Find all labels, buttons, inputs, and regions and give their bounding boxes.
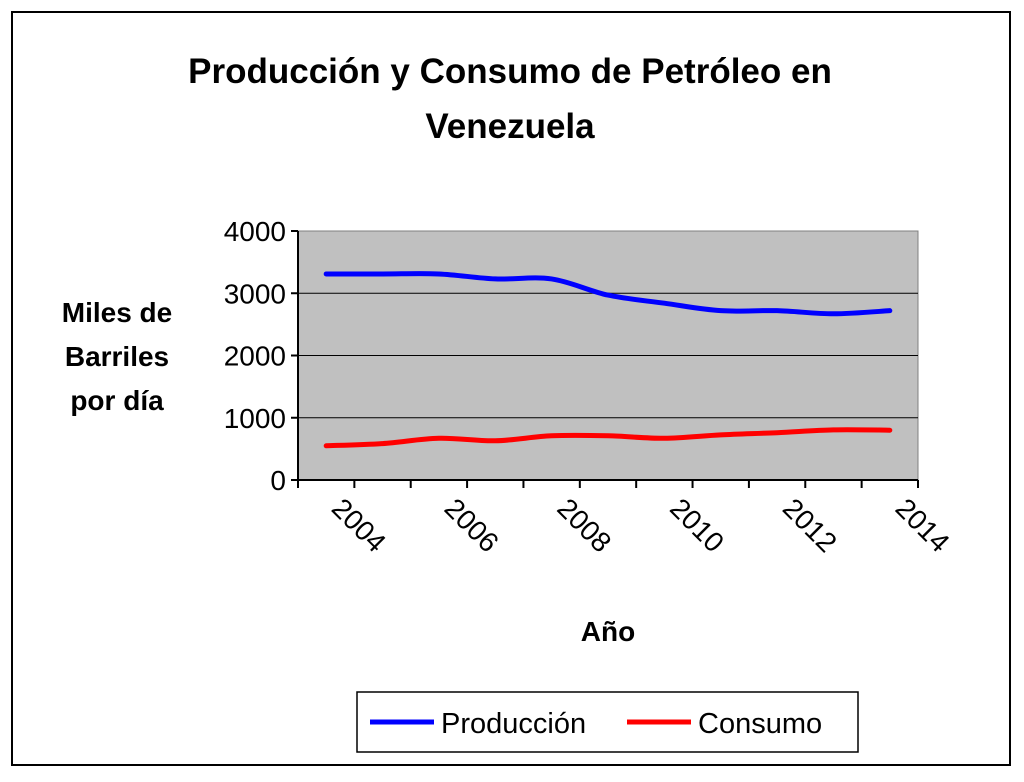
y-axis-label-line-3: por día bbox=[70, 385, 164, 416]
legend-label-produccion: Producción bbox=[441, 708, 586, 740]
y-tick-label: 2000 bbox=[224, 341, 286, 372]
x-axis-label: Año bbox=[581, 616, 635, 647]
y-tick-label: 0 bbox=[270, 465, 286, 496]
y-axis-label-line-1: Miles de bbox=[62, 297, 172, 328]
chart-title-line-1: Producción y Consumo de Petróleo en bbox=[188, 52, 832, 91]
y-tick-label: 1000 bbox=[224, 403, 286, 434]
y-tick-label: 3000 bbox=[224, 278, 286, 309]
y-tick-label: 4000 bbox=[224, 216, 286, 247]
legend: Producción Consumo bbox=[357, 692, 858, 752]
legend-label-consumo: Consumo bbox=[698, 708, 822, 740]
y-axis-label-line-2: Barriles bbox=[65, 341, 169, 372]
chart-title-line-2: Venezuela bbox=[425, 107, 595, 146]
